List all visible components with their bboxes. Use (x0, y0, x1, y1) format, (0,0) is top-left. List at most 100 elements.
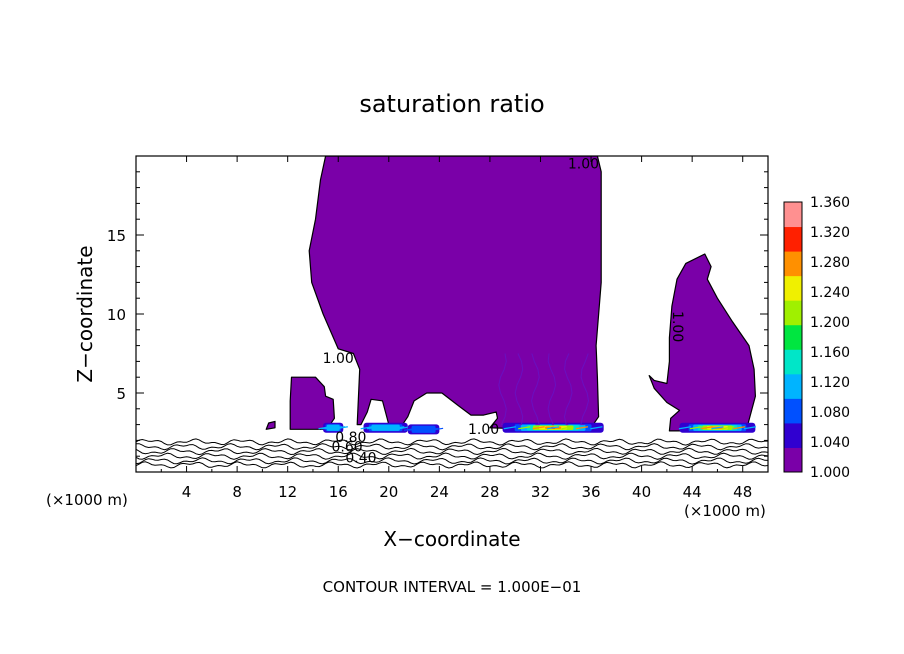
contour-label: 1.00 (468, 422, 499, 438)
colorbar-swatch (784, 226, 802, 252)
high-band (360, 422, 411, 433)
x-axis-label: X−coordinate (383, 527, 520, 551)
band-streak (689, 426, 702, 430)
contour-line (136, 438, 768, 446)
band-streak (335, 426, 348, 430)
colorbar-tick-label: 1.120 (810, 375, 850, 391)
x-unit-left: (×1000 m) (46, 491, 128, 509)
band-streak (575, 426, 589, 430)
colorbar: 1.000 1.040 1.080 1.120 1.160 1.200 1.240 1.280… (783, 195, 850, 481)
band-streak (412, 427, 426, 431)
contour-interval-note: CONTOUR INTERVAL = 1.000E−01 (323, 578, 582, 596)
band-streak (700, 426, 713, 430)
x-tick-label: 8 (232, 483, 242, 501)
band-streak (547, 426, 560, 430)
contour-label: 1.00 (568, 157, 599, 173)
x-tick-label: 28 (480, 483, 499, 501)
band-streak (431, 427, 444, 431)
band-streak (408, 427, 421, 431)
high-band (318, 422, 348, 433)
band-streak (532, 426, 545, 430)
colorbar-swatch (784, 202, 802, 228)
band-streak (421, 427, 435, 431)
band-streak (678, 426, 692, 430)
x-tick-label: 48 (733, 483, 752, 501)
x-tick-label: 44 (683, 483, 702, 501)
colorbar-swatch (784, 275, 802, 301)
contour-line (136, 443, 768, 451)
region-main-cloud (308, 156, 602, 430)
x-unit-right: (×1000 m) (684, 502, 766, 520)
band-streak (561, 426, 574, 430)
region-small-cell (265, 420, 276, 430)
colorbar-frame (783, 201, 803, 473)
x-tick-label: 24 (430, 483, 449, 501)
colorbar-swatch (784, 373, 802, 399)
x-tick-label: 20 (379, 483, 398, 501)
colorbar-tick-label: 1.360 (810, 195, 850, 211)
contour-line (136, 461, 768, 469)
high-band (403, 424, 444, 435)
band-streak (590, 426, 603, 430)
cloud-texture (563, 353, 573, 426)
colorbar-swatch (784, 422, 802, 448)
band-streak (733, 426, 746, 430)
colorbar-tick-label: 1.040 (810, 435, 850, 451)
plot-area: 1.00 1.00 1.00 1.00 0.800.600.40 (136, 156, 768, 469)
y-axis-label: Z−coordinate (73, 245, 97, 382)
contour-label: 0.60 (332, 439, 363, 455)
cloud-texture (580, 353, 590, 426)
colorbar-swatch (784, 251, 802, 277)
colorbar-tick-label: 1.240 (810, 285, 850, 301)
band-streak (379, 426, 392, 430)
band-streak (722, 426, 735, 430)
band-streak (743, 426, 757, 430)
region-left-cloud (289, 376, 335, 430)
band-streak (503, 426, 516, 430)
band-streak (366, 426, 380, 430)
contour-line (136, 457, 768, 465)
band-streak (518, 426, 531, 430)
contour-label: 0.40 (345, 451, 376, 467)
y-tick-label: 5 (116, 385, 126, 403)
band-streak (392, 426, 405, 430)
colorbar-tick-label: 1.000 (810, 465, 850, 481)
cloud-texture (547, 353, 557, 426)
colorbar-swatch (784, 447, 802, 473)
x-tick-label: 36 (581, 483, 600, 501)
colorbar-tick-label: 1.200 (810, 315, 850, 331)
contour-label: 1.00 (323, 351, 354, 367)
chart-title: saturation ratio (359, 90, 544, 118)
contour-label: 1.00 (669, 311, 685, 342)
y-tick-label: 10 (107, 306, 126, 324)
contour-line (136, 452, 768, 460)
x-tick-label: 40 (632, 483, 651, 501)
band-streak (385, 426, 399, 430)
colorbar-tick-label: 1.320 (810, 225, 850, 241)
band-streak (373, 426, 386, 430)
x-tick-label: 12 (278, 483, 297, 501)
cloud-texture (531, 353, 540, 426)
band-streak (426, 427, 439, 431)
colorbar-swatch (784, 398, 802, 424)
high-band (502, 422, 604, 433)
colorbar-tick-label: 1.280 (810, 255, 850, 271)
band-streak (417, 427, 430, 431)
x-tick-label: 16 (329, 483, 348, 501)
colorbar-tick-label: 1.160 (810, 345, 850, 361)
x-tick-label: 4 (182, 483, 192, 501)
cloud-texture (498, 353, 507, 426)
colorbar-swatch (784, 300, 802, 326)
colorbar-swatch (784, 324, 802, 350)
region-right-cloud (648, 253, 757, 432)
band-streak (711, 426, 724, 430)
colorbar-swatch (784, 349, 802, 375)
y-tick-label: 15 (107, 227, 126, 245)
band-streak (360, 426, 373, 430)
high-band (678, 422, 757, 433)
contour-label: 0.80 (335, 430, 366, 446)
x-tick-label: 32 (531, 483, 550, 501)
